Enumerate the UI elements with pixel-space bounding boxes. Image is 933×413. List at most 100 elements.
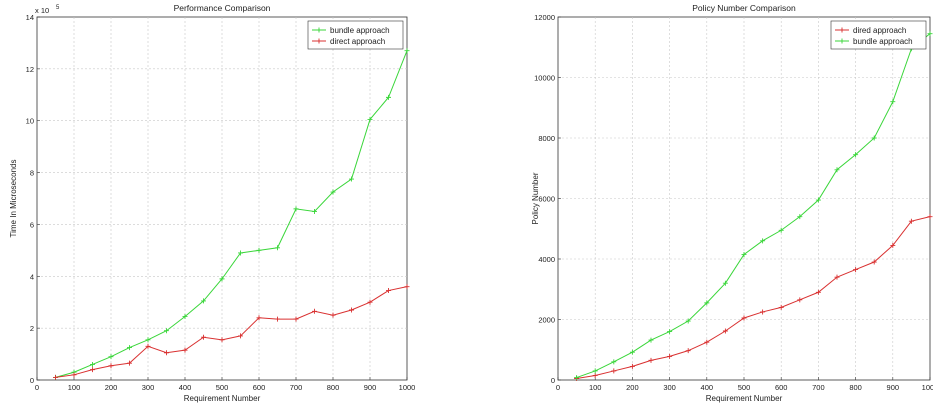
data-point xyxy=(330,312,336,318)
data-point xyxy=(853,152,859,158)
y-tick-label: 6 xyxy=(30,220,34,229)
data-point xyxy=(629,349,635,355)
x-tick-label: 800 xyxy=(327,383,340,392)
y-axis-label: Policy Number xyxy=(531,172,540,224)
legend-box xyxy=(830,20,927,50)
y-tick-label: 0 xyxy=(30,376,34,385)
chart-2: 0100200300400500600700800900100002000400… xyxy=(531,3,933,403)
y-tick-label: 14 xyxy=(26,13,34,22)
x-tick-label: 300 xyxy=(142,383,155,392)
data-point xyxy=(367,116,373,122)
y-axis-label: Time In Microseconds xyxy=(9,160,18,238)
data-point xyxy=(349,176,354,182)
x-tick-label: 900 xyxy=(364,383,377,392)
data-point xyxy=(219,276,225,282)
data-point xyxy=(275,316,280,322)
y-tick-label: 12000 xyxy=(534,13,555,22)
data-point xyxy=(778,227,784,233)
data-point xyxy=(908,218,914,224)
series-line xyxy=(55,286,408,378)
data-point xyxy=(871,259,877,265)
data-point xyxy=(275,245,280,251)
data-point xyxy=(201,298,206,304)
x-tick-label: 200 xyxy=(626,383,639,392)
data-point xyxy=(256,247,262,253)
y-tick-label: 8000 xyxy=(538,134,555,143)
data-point xyxy=(890,242,896,248)
legend-marker xyxy=(839,27,845,33)
chart-title: Performance Comparison xyxy=(174,3,271,13)
data-point xyxy=(834,167,840,173)
legend-box xyxy=(307,20,404,50)
data-point xyxy=(685,348,691,354)
data-point xyxy=(704,300,710,306)
y-tick-label: 4000 xyxy=(538,255,555,264)
x-tick-label: 800 xyxy=(849,383,862,392)
data-point xyxy=(330,189,336,195)
data-point xyxy=(574,375,580,381)
data-point xyxy=(927,31,933,37)
data-point xyxy=(853,267,859,273)
data-point xyxy=(592,372,598,378)
data-point xyxy=(367,299,373,305)
data-point xyxy=(238,250,243,256)
series-2 xyxy=(53,284,410,380)
data-point xyxy=(815,289,821,295)
data-point xyxy=(834,274,840,280)
y-multiplier-exponent: 5 xyxy=(56,5,60,11)
data-point xyxy=(722,280,728,286)
x-tick-label: 400 xyxy=(179,383,192,392)
legend-label: direct approach xyxy=(330,37,385,46)
data-point xyxy=(182,313,188,319)
x-tick-label: 300 xyxy=(663,383,676,392)
data-point xyxy=(648,337,654,343)
data-point xyxy=(145,337,151,343)
data-point xyxy=(219,337,225,343)
data-point xyxy=(760,309,766,315)
series-line xyxy=(55,50,408,378)
data-point xyxy=(927,214,933,220)
data-point xyxy=(293,316,299,322)
data-point xyxy=(778,304,784,310)
x-tick-label: 700 xyxy=(290,383,303,392)
data-point xyxy=(293,206,299,212)
y-tick-label: 2 xyxy=(30,324,34,333)
data-point xyxy=(648,357,654,363)
x-tick-label: 0 xyxy=(35,383,39,392)
legend-label: bundle approach xyxy=(853,37,913,46)
data-point xyxy=(256,315,262,321)
y-tick-label: 8 xyxy=(30,169,34,178)
data-point xyxy=(386,94,391,100)
data-point xyxy=(667,329,673,335)
data-point xyxy=(349,307,354,313)
data-point xyxy=(685,318,691,324)
x-tick-label: 500 xyxy=(216,383,229,392)
x-tick-label: 500 xyxy=(738,383,751,392)
data-point xyxy=(667,353,673,359)
data-point xyxy=(611,359,617,365)
y-tick-label: 12 xyxy=(26,65,34,74)
x-axis-label: Requirement Number xyxy=(706,394,783,403)
y-tick-label: 10000 xyxy=(534,74,555,83)
x-tick-label: 600 xyxy=(775,383,788,392)
data-point xyxy=(108,363,114,369)
data-point xyxy=(71,372,77,378)
data-point xyxy=(312,208,317,214)
data-point xyxy=(760,238,766,244)
data-point xyxy=(741,315,747,321)
y-tick-label: 6000 xyxy=(538,195,555,204)
y-tick-label: 0 xyxy=(551,376,555,385)
data-point xyxy=(53,374,58,380)
y-multiplier-label: x 10 xyxy=(35,6,49,15)
data-point xyxy=(182,347,188,353)
legend: dired approach bundle approach xyxy=(830,20,927,50)
chart-title: Policy Number Comparison xyxy=(692,3,796,13)
data-point xyxy=(704,339,710,345)
x-tick-label: 100 xyxy=(589,383,602,392)
data-point xyxy=(797,214,803,220)
chart-1: 0 100 200 300 400 500 600 700 800 900 1000 0 2 4 6 8 10 1… xyxy=(9,3,415,403)
data-point xyxy=(797,297,803,303)
data-point xyxy=(145,343,151,349)
data-point xyxy=(201,334,206,340)
